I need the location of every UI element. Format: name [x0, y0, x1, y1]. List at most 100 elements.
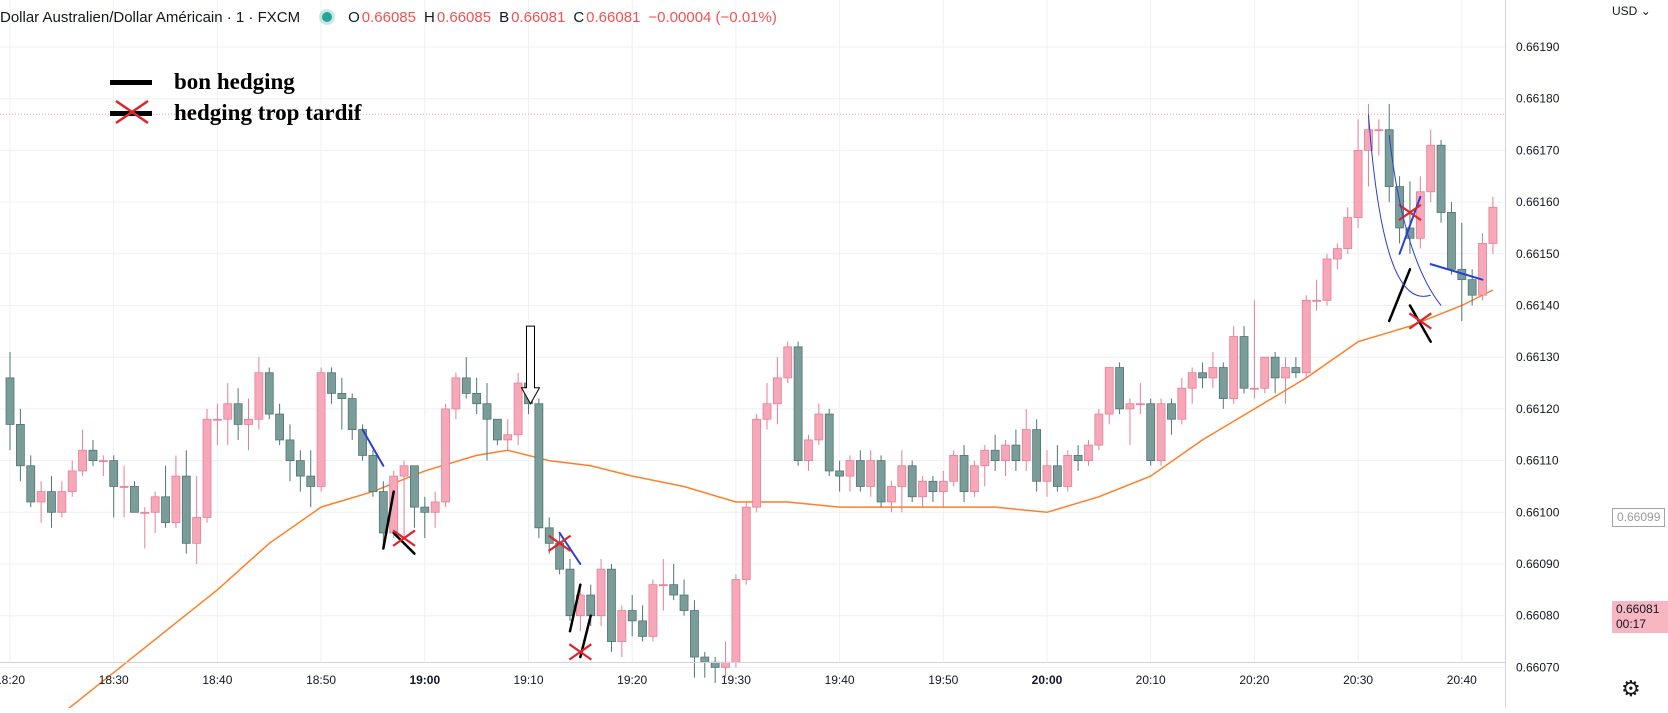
symbol-title[interactable]: Dollar Australien/Dollar Américain · 1 ·… — [0, 8, 301, 26]
x-tick-label: 18:50 — [306, 673, 336, 687]
candle — [1301, 295, 1311, 378]
candle-body — [1104, 367, 1114, 415]
candle — [5, 352, 15, 451]
candle — [1343, 207, 1353, 254]
candle — [1239, 326, 1249, 394]
price-label: 0.66081 — [1616, 601, 1660, 616]
gear-icon[interactable]: ⚙ — [1621, 676, 1641, 701]
candle — [928, 476, 938, 502]
candle — [980, 445, 990, 487]
candle — [441, 403, 450, 508]
candle-body — [1353, 149, 1363, 219]
y-tick-label: 0.66080 — [1516, 609, 1560, 623]
candle-body — [67, 470, 77, 493]
candle — [181, 450, 191, 554]
ohlc-high-label: H — [424, 8, 435, 26]
countdown-label: 00:17 — [1616, 616, 1647, 631]
x-tick-label: 18:40 — [202, 673, 232, 687]
candle-body — [181, 475, 191, 544]
ohlc-open-value: 0.66085 — [361, 8, 416, 26]
y-tick-label: 0.66160 — [1516, 195, 1560, 209]
candle-body — [285, 439, 295, 462]
ma-value-label: 0.66099 — [1617, 510, 1661, 525]
hedge-good-mark — [568, 583, 582, 633]
blue-trend-mark — [558, 531, 582, 565]
candle — [938, 470, 948, 508]
candle — [1374, 119, 1384, 156]
candle-body — [1312, 299, 1322, 302]
candle-body — [233, 403, 243, 425]
ohlc-low-value: 0.66081 — [511, 8, 566, 26]
currency-label: USD — [1612, 4, 1638, 18]
candle — [254, 357, 264, 430]
candle — [607, 564, 616, 652]
candle — [814, 403, 824, 446]
red-cross-icon — [392, 529, 416, 547]
candle — [783, 341, 793, 384]
candle — [731, 574, 741, 668]
candle-body — [918, 480, 927, 498]
candle-body — [482, 403, 492, 420]
candle-body — [855, 460, 865, 487]
candle — [1229, 326, 1239, 404]
candle-body — [202, 418, 212, 518]
candle — [741, 501, 751, 585]
candle — [990, 434, 1000, 471]
candle-body — [461, 377, 471, 394]
candle — [876, 455, 886, 508]
candle-body — [88, 449, 98, 462]
candle — [1478, 233, 1487, 301]
x-tick-label: 19:40 — [825, 673, 855, 687]
candle-body — [410, 465, 419, 508]
candle-body — [47, 491, 56, 513]
x-tick-label: 20:30 — [1343, 673, 1373, 687]
legend-good: bon hedging — [110, 66, 361, 97]
x-tick-label: 20:40 — [1447, 673, 1477, 687]
candle — [1260, 356, 1270, 394]
candle — [472, 377, 482, 415]
candle-body — [295, 460, 305, 477]
candle-body — [1218, 367, 1228, 399]
grid — [0, 0, 1505, 668]
candle — [959, 445, 969, 502]
candle — [1281, 357, 1290, 404]
blue-curve — [1367, 114, 1431, 297]
candle-body — [1291, 367, 1301, 374]
candle — [161, 465, 170, 528]
candle-body — [1001, 444, 1010, 461]
candle — [1270, 352, 1280, 394]
candle-body — [1198, 372, 1207, 379]
candle — [378, 481, 388, 549]
candle-body — [316, 372, 326, 487]
candle-body — [876, 460, 886, 503]
ma-line — [61, 289, 1494, 713]
candle — [202, 408, 212, 523]
candle-body — [1032, 429, 1042, 482]
candle-body — [1042, 465, 1052, 482]
candle — [36, 481, 46, 523]
candle-body — [980, 449, 990, 467]
candle — [327, 367, 336, 404]
candle-body — [741, 506, 751, 580]
candle — [1291, 357, 1301, 378]
candle — [15, 408, 25, 482]
candle — [824, 408, 834, 477]
x-tick-label: 19:10 — [513, 673, 543, 687]
currency-selector[interactable]: USD ⌄ — [1612, 4, 1651, 18]
candle-body — [150, 496, 160, 513]
candle — [596, 558, 606, 627]
candle-body — [690, 610, 699, 658]
candle-body — [254, 372, 264, 420]
ohlc-open-label: O — [348, 8, 360, 26]
candle-body — [337, 392, 347, 399]
candle — [1353, 119, 1363, 228]
candle — [1447, 202, 1456, 275]
candle-body — [1447, 212, 1456, 270]
candle-body — [1063, 455, 1073, 487]
candle-body — [5, 377, 15, 425]
candle — [337, 377, 347, 430]
candle — [1332, 243, 1342, 270]
candle-body — [1125, 403, 1135, 410]
